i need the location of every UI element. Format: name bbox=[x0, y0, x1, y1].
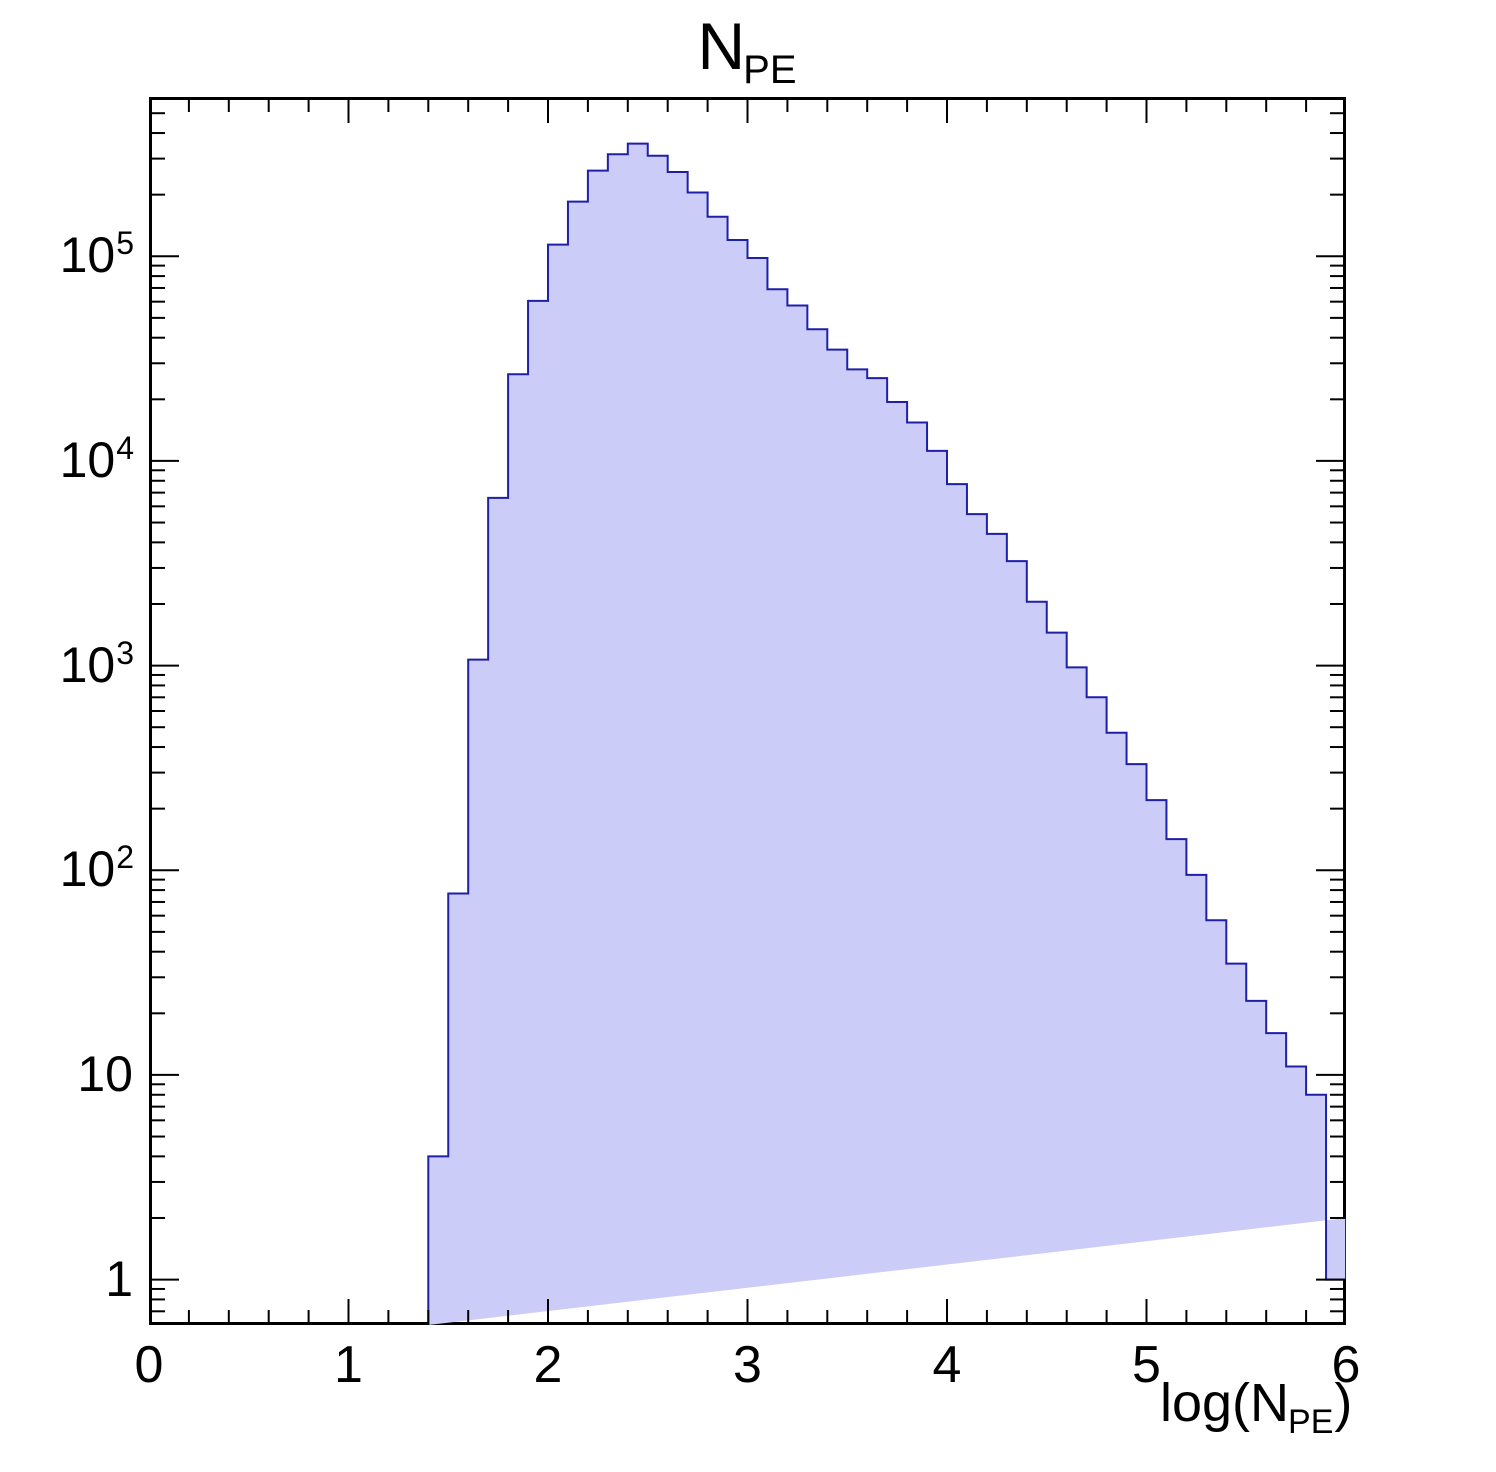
y-axis-tick-label: 105 bbox=[59, 225, 134, 286]
y-tick-base: 10 bbox=[59, 227, 116, 284]
chart-title-main: N bbox=[697, 9, 746, 83]
y-axis-tick-label: 1 bbox=[105, 1254, 133, 1304]
y-tick-exponent: 3 bbox=[116, 634, 134, 671]
y-tick-base: 10 bbox=[59, 841, 116, 898]
x-axis-title: log(NPE) bbox=[1160, 1373, 1353, 1441]
y-axis-tick-label: 102 bbox=[59, 839, 134, 900]
y-tick-exponent: 5 bbox=[116, 225, 134, 262]
y-tick-exponent: 4 bbox=[116, 429, 134, 466]
chart-title-subscript: PE bbox=[743, 48, 797, 92]
x-axis-title-tail: ) bbox=[1334, 1373, 1353, 1433]
y-tick-base: 10 bbox=[77, 1045, 133, 1102]
x-axis-title-subscript: PE bbox=[1288, 1403, 1334, 1441]
x-axis-tick-label: 2 bbox=[533, 1336, 563, 1394]
chart-title: NPE bbox=[0, 10, 1496, 92]
plot-area bbox=[149, 97, 1346, 1325]
x-axis-tick-label: 0 bbox=[134, 1336, 164, 1394]
y-axis-tick-label: 103 bbox=[59, 635, 134, 696]
x-axis-title-main: log(N bbox=[1160, 1373, 1290, 1433]
y-tick-base: 1 bbox=[105, 1250, 133, 1307]
histogram-outline bbox=[427, 142, 1346, 1325]
y-tick-base: 10 bbox=[59, 636, 116, 693]
y-axis-tick-label: 10 bbox=[77, 1049, 133, 1099]
histogram-series bbox=[427, 142, 1346, 1325]
x-axis-tick-label: 1 bbox=[334, 1336, 363, 1394]
x-axis-tick-label: 3 bbox=[733, 1336, 762, 1394]
x-axis-tick-label: 5 bbox=[1132, 1336, 1161, 1394]
x-axis-tick-label: 6 bbox=[1331, 1336, 1361, 1394]
y-tick-exponent: 2 bbox=[116, 839, 134, 876]
x-axis-tick-label: 4 bbox=[932, 1336, 962, 1394]
axis-ticks bbox=[149, 97, 1346, 1325]
y-axis-tick-label: 104 bbox=[59, 430, 134, 491]
y-tick-base: 10 bbox=[59, 431, 116, 488]
